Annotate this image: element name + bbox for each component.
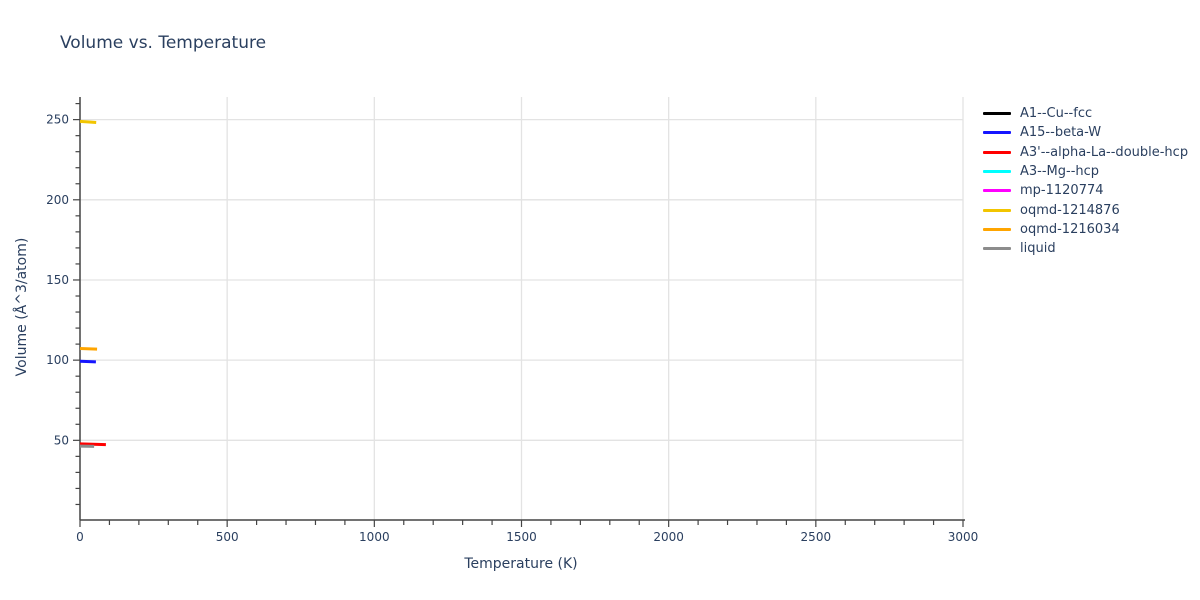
x-tick-label: 1500 xyxy=(506,530,537,544)
legend-item-label: oqmd-1214876 xyxy=(1020,202,1120,218)
y-tick-label: 50 xyxy=(54,433,69,447)
legend-item-a1-cu-fcc[interactable]: A1--Cu--fcc xyxy=(983,104,1188,123)
legend-line-swatch xyxy=(983,131,1011,135)
legend-line-swatch xyxy=(983,208,1011,212)
x-tick-label: 2000 xyxy=(653,530,684,544)
legend-item-label: A3--Mg--hcp xyxy=(1020,164,1100,180)
legend-item-label: liquid xyxy=(1020,241,1056,257)
y-tick-label: 150 xyxy=(46,273,69,287)
legend-item-label: A3'--alpha-La--double-hcp xyxy=(1020,144,1189,160)
legend-item-liquid[interactable]: liquid xyxy=(983,239,1188,258)
legend-line-swatch xyxy=(983,247,1011,251)
chart-title: Volume vs. Temperature xyxy=(60,33,267,53)
y-tick-label: 200 xyxy=(46,193,69,207)
legend-item-a15-beta-w[interactable]: A15--beta-W xyxy=(983,123,1188,142)
series-line-a15-beta-w xyxy=(79,359,96,364)
legend-item-label: A15--beta-W xyxy=(1020,125,1102,141)
x-tick-label: 2500 xyxy=(801,530,832,544)
x-axis-title: Temperature (K) xyxy=(464,556,578,572)
legend-item-a3-mg-hcp[interactable]: A3--Mg--hcp xyxy=(983,162,1188,181)
series-line-oqmd-1216034 xyxy=(79,346,98,351)
legend-item-mp-1120774[interactable]: mp-1120774 xyxy=(983,181,1188,200)
y-tick-label: 100 xyxy=(46,353,69,367)
legend-item-label: oqmd-1216034 xyxy=(1020,221,1120,237)
legend-item-oqmd-1216034[interactable]: oqmd-1216034 xyxy=(983,220,1188,239)
y-tick-label: 250 xyxy=(46,113,69,127)
y-axis-title: Volume (Å^3/atom) xyxy=(14,237,30,377)
x-tick-label: 500 xyxy=(216,530,239,544)
legend-item-a3-alpha-la-double-hcp[interactable]: A3'--alpha-La--double-hcp xyxy=(983,143,1188,162)
x-tick-label: 0 xyxy=(76,530,84,544)
legend-line-swatch xyxy=(983,150,1011,154)
legend: A1--Cu--fcc A15--beta-W A3'--alpha-La--dou… xyxy=(983,104,1188,258)
legend-line-swatch xyxy=(983,170,1011,174)
legend-item-label: A1--Cu--fcc xyxy=(1020,106,1093,122)
legend-line-swatch xyxy=(983,227,1011,231)
legend-line-swatch xyxy=(983,112,1011,116)
legend-item-label: mp-1120774 xyxy=(1020,183,1104,199)
legend-line-swatch xyxy=(983,189,1011,193)
series-line-oqmd-1214876 xyxy=(79,119,97,125)
series-line-a3-alpha-la-double-hcp xyxy=(79,442,106,447)
x-tick-label: 1000 xyxy=(359,530,390,544)
legend-item-oqmd-1214876[interactable]: oqmd-1214876 xyxy=(983,200,1188,219)
x-tick-label: 3000 xyxy=(948,530,979,544)
